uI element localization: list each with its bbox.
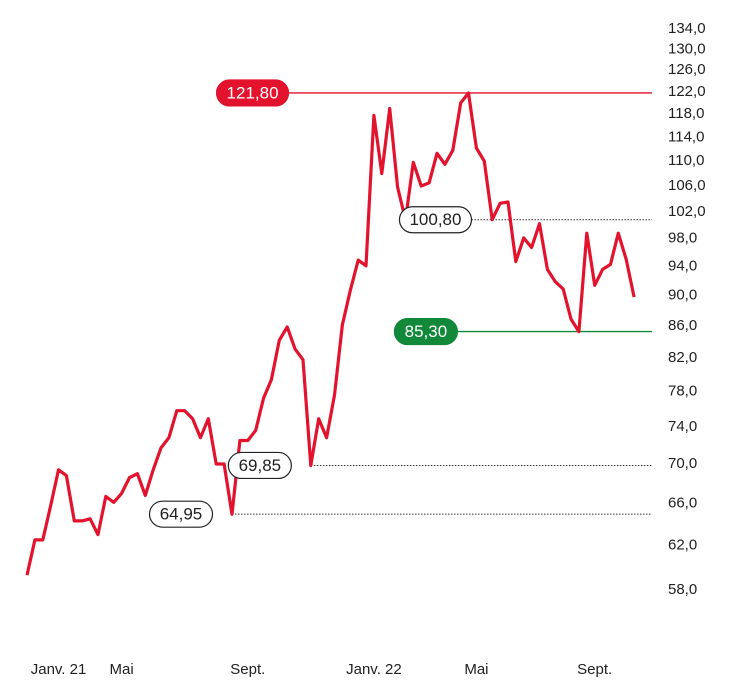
- annotation-label: 64,95: [160, 505, 203, 524]
- x-tick-label: Sept.: [577, 661, 612, 678]
- y-tick-label: 86,0: [668, 317, 697, 334]
- y-tick-label: 110,0: [668, 152, 704, 169]
- y-tick-label: 66,0: [668, 494, 697, 511]
- annotation-pill: [148, 500, 214, 528]
- annotation-label: 100,80: [409, 210, 461, 229]
- x-tick-label: Mai: [110, 661, 134, 678]
- y-tick-label: 62,0: [668, 536, 697, 553]
- y-tick-label: 114,0: [668, 128, 704, 145]
- price-line: [25, 91, 636, 576]
- y-tick-label: 78,0: [668, 382, 697, 399]
- y-tick-label: 70,0: [668, 455, 697, 472]
- x-tick-label: Janv. 21: [31, 661, 87, 678]
- y-tick-label: 82,0: [668, 349, 697, 366]
- y-tick-label: 90,0: [668, 287, 697, 304]
- annotation-label: 85,30: [405, 322, 448, 341]
- annotation-label: 69,85: [239, 456, 282, 475]
- y-tick-label: 58,0: [668, 581, 697, 598]
- y-tick-label: 94,0: [668, 257, 697, 274]
- annotation-pill: [215, 79, 290, 107]
- annotation-pill: [393, 317, 459, 346]
- annotation-pill: [227, 451, 292, 480]
- y-tick-label: 118,0: [668, 105, 704, 122]
- x-tick-label: Sept.: [230, 661, 265, 678]
- y-tick-label: 126,0: [668, 61, 706, 78]
- annotation-pill: [398, 206, 473, 234]
- x-tick-label: Janv. 22: [346, 661, 402, 678]
- y-tick-label: 134,0: [668, 20, 706, 37]
- y-tick-label: 122,0: [668, 83, 706, 100]
- annotation-label: 121,80: [227, 83, 279, 102]
- y-tick-label: 98,0: [668, 230, 697, 247]
- y-tick-label: 74,0: [668, 418, 697, 435]
- x-tick-label: Mai: [464, 661, 488, 678]
- y-tick-label: 102,0: [668, 203, 706, 220]
- y-tick-label: 106,0: [668, 177, 706, 194]
- y-tick-label: 130,0: [668, 40, 706, 57]
